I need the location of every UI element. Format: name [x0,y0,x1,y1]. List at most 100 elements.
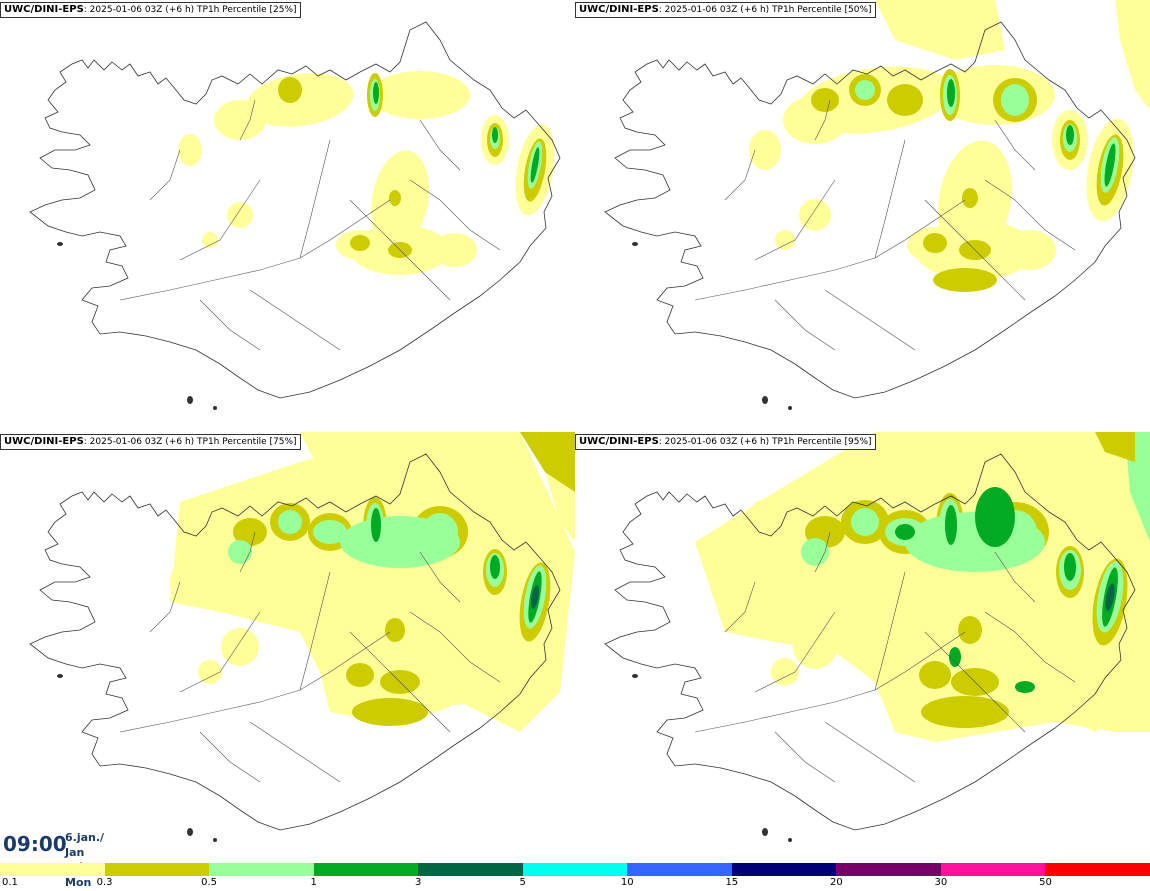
precip-area [228,540,252,564]
precip-area [945,505,957,545]
precip-area [895,524,915,540]
road-line [814,99,831,141]
legend-tick: 5 [519,877,526,888]
panel-source: UWC/DINI-EPS [579,4,659,15]
precip-area [389,190,401,206]
road-line [179,179,261,261]
precip-area [425,659,485,705]
precip-area [530,147,540,183]
legend-tick: 10 [620,877,634,888]
precip-map-p50 [604,0,1150,410]
precip-area [202,232,218,248]
panel-source: UWC/DINI-EPS [579,436,659,447]
legend-tick: 20 [829,877,843,888]
coastline [604,453,1136,831]
precip-map-p75 [29,432,575,842]
road-line [724,581,756,633]
legend-ticks: 0.1 0.3 0.5 1 3 5 10 15 20 30 50 [0,877,1150,891]
precip-area [350,235,370,251]
precip-area [198,660,222,684]
color-legend: 0.1 0.3 0.5 1 3 5 10 15 20 30 50 [0,863,1150,891]
precip-area [221,628,259,666]
precip-area [975,487,1015,547]
road-line [409,179,501,251]
panel-run: : 2025-01-06 03Z (+6 h) [658,437,770,447]
road-line [924,631,1026,733]
precip-area [947,79,955,107]
precip-area [313,520,347,544]
legend-tick: 0.3 [96,877,113,888]
legend-swatch [104,863,210,876]
legend-swatch [522,863,628,876]
road-line [419,119,461,171]
legend-swatch [627,863,733,876]
panel-field: TP1h Percentile [95%] [769,437,872,447]
legend-swatch [209,863,315,876]
precip-area [762,396,768,404]
precip-area [1015,681,1035,693]
road-line [774,299,836,351]
precip-area [1115,0,1150,110]
road-line [199,299,261,351]
precip-area [905,512,1045,572]
precip-map-p95 [604,432,1150,842]
road-line [724,149,756,201]
legend-swatch [0,863,106,876]
precip-area [811,88,839,112]
precip-area [433,233,477,267]
precip-area [371,508,381,542]
precip-area [771,658,799,686]
road-line [824,289,916,351]
legend-tick: 0.1 [2,877,18,888]
road-line [179,611,261,693]
road-line [994,119,1036,171]
road-line [994,551,1036,603]
precip-area [213,406,217,410]
precip-area [887,84,923,116]
date-line-1: 6.jan./ Jan [65,831,105,859]
road-line [924,199,1026,301]
precip-area [227,202,253,228]
precip-area [793,625,837,669]
road-line [814,531,831,573]
panel-field: TP1h Percentile [25%] [194,5,297,15]
precip-area [57,242,63,246]
precip-area [492,127,498,143]
road-line [239,99,256,141]
precip-area [233,518,267,546]
precip-area [958,616,982,644]
road-line [149,581,181,633]
precip-area [214,100,266,140]
legend-tick: 30 [934,877,948,888]
road-line [199,731,261,783]
precip-area [1095,432,1135,462]
precip-area [490,555,500,579]
road-line [119,199,391,301]
precip-area [178,134,202,166]
precip-area [187,828,193,836]
road-line [299,571,331,691]
road-line [299,139,331,259]
precip-area [1105,583,1115,611]
precip-area [851,508,879,536]
precip-area [187,396,193,404]
road-line [984,179,1076,251]
legend-swatch [940,863,1046,876]
panel-source: UWC/DINI-EPS [4,4,84,15]
legend-tick: 1 [310,877,317,888]
precip-area [278,510,302,534]
legend-tick: 3 [414,877,422,888]
precip-area [921,696,1009,728]
precip-area [170,558,210,606]
precip-area [213,838,217,842]
road-line [874,139,906,259]
precip-area [855,80,875,100]
map-panel-p95: UWC/DINI-EPS: 2025-01-06 03Z (+6 h) TP1h… [575,432,1150,862]
precip-area [788,406,792,410]
road-line [239,531,256,573]
precip-area [1004,230,1056,270]
road-line [349,631,451,733]
panel-title: UWC/DINI-EPS: 2025-01-06 03Z (+6 h) TP1h… [0,2,301,18]
precip-area [346,663,374,687]
legend-tick: 0.5 [201,877,218,888]
